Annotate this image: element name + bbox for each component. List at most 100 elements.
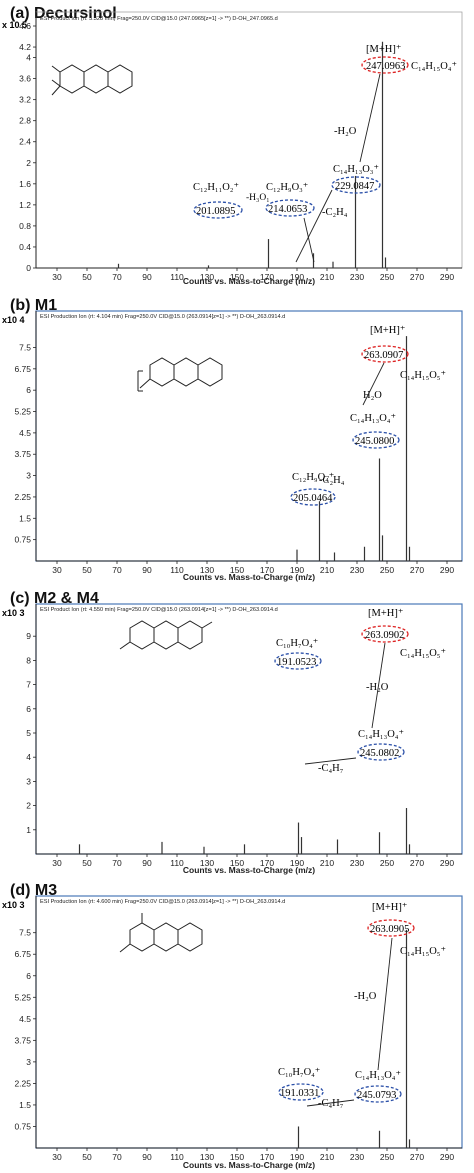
x-tick-label: 170 bbox=[260, 858, 274, 868]
x-tick-label: 170 bbox=[260, 272, 274, 282]
annotation-label: 263.0907 bbox=[364, 350, 403, 361]
panel-d: (d) M3 x10 3 ESI Production Ion (rt: 4.6… bbox=[0, 880, 474, 1173]
spectrum-chart-b: x10 4 ESI Production Ion (rt: 4.104 min)… bbox=[2, 310, 463, 582]
x-tick-label: 130 bbox=[200, 1152, 214, 1162]
annotations: [M+H]⁺ 247.0963 C₁₄H₁₅O₄⁺ -H₂O C₁₄H₁₃O₃⁺… bbox=[193, 44, 457, 263]
y-tick-label: 7.5 bbox=[19, 342, 31, 352]
annotation-label: -C₂H₄ bbox=[322, 207, 348, 218]
y-tick-label: 8 bbox=[26, 655, 31, 665]
spectrum-chart-a: x 10 5 ESI Product Ion (rt: 5.328 min) F… bbox=[2, 11, 463, 286]
x-tick-label: 110 bbox=[170, 565, 184, 575]
x-tick-label: 50 bbox=[82, 272, 92, 282]
arrow bbox=[362, 362, 385, 406]
plot-header: ESI Production Ion (rt: 4.600 min) Frag=… bbox=[40, 899, 285, 905]
annotation-label: 245.0802 bbox=[360, 748, 399, 759]
y-tick-label: 0.8 bbox=[19, 221, 31, 231]
panel-a: (a) Decursinol x 10 5 ESI Product Ion (r… bbox=[0, 0, 474, 290]
y-tick-label: 3.2 bbox=[19, 95, 31, 105]
x-tick-label: 150 bbox=[230, 858, 244, 868]
annotation-label: H₂O bbox=[363, 390, 382, 401]
y-tick-label: 4.5 bbox=[19, 428, 31, 438]
fragment-oval bbox=[357, 743, 405, 761]
panel-title: (c) M2 & M4 bbox=[10, 590, 99, 607]
annotation-label: 263.0902 bbox=[365, 630, 404, 641]
x-tick-label: 290 bbox=[440, 272, 454, 282]
x-tick-label: 190 bbox=[290, 858, 304, 868]
scale-label: x 10 5 bbox=[2, 20, 27, 30]
annotation-label: C₁₄H₁₅O₅⁺ bbox=[400, 370, 446, 381]
precursor-oval bbox=[361, 625, 409, 643]
x-tick-label: 270 bbox=[410, 272, 424, 282]
x-axis-label: Counts vs. Mass-to-Charge (m/z) bbox=[183, 865, 315, 875]
annotation-label: [M+H]⁺ bbox=[372, 902, 408, 913]
annotation-label: 247.0963 bbox=[366, 61, 405, 72]
annotation-label: 245.0793 bbox=[357, 1090, 396, 1101]
arrow bbox=[306, 1099, 355, 1107]
x-tick-label: 130 bbox=[200, 272, 214, 282]
y-tick-label: 5.25 bbox=[14, 407, 31, 417]
annotation-label: [M+H]⁺ bbox=[370, 325, 406, 336]
y-tick-label: 1 bbox=[26, 825, 31, 835]
x-tick-label: 110 bbox=[170, 272, 184, 282]
structure-diagram bbox=[137, 357, 223, 392]
arrow bbox=[371, 642, 386, 729]
fragment-oval bbox=[354, 1085, 402, 1103]
annotation-label: -H₂O bbox=[354, 991, 377, 1002]
structure-diagram bbox=[51, 64, 133, 96]
panel-title: (d) M3 bbox=[10, 882, 58, 899]
annotation-label: C₁₄H₁₅O₄⁺ bbox=[411, 61, 457, 72]
annotation-label: 214.0653 bbox=[268, 204, 307, 215]
spectrum-chart-c: x10 3 ESI Product Ion (rt: 4.550 min) Fr… bbox=[2, 603, 463, 875]
x-axis-label: Counts vs. Mass-to-Charge (m/z) bbox=[183, 572, 315, 582]
annotation-label: 191.0331 bbox=[280, 1088, 319, 1099]
x-tick-label: 270 bbox=[410, 1152, 424, 1162]
plot-header: ESI Production Ion (rt: 4.104 min) Frag=… bbox=[40, 314, 285, 320]
x-tick-label: 50 bbox=[82, 1152, 92, 1162]
annotations: [M+H]⁺ 263.0902 C₁₄H₁₅O₅⁺ -H₂O C₁₀H₇O₄⁺ … bbox=[274, 608, 446, 774]
x-tick-label: 190 bbox=[290, 1152, 304, 1162]
x-tick-label: 110 bbox=[170, 858, 184, 868]
y-tick-label: 3 bbox=[26, 776, 31, 786]
x-tick-label: 270 bbox=[410, 565, 424, 575]
x-tick-label: 210 bbox=[320, 272, 334, 282]
y-tick-label: 6 bbox=[26, 704, 31, 714]
plot-header: ESI Product Ion (rt: 5.328 min) Frag=250… bbox=[40, 16, 278, 22]
structure-diagram bbox=[119, 620, 213, 650]
scale-label: x10 3 bbox=[2, 608, 25, 618]
y-tick-label: 1.5 bbox=[19, 1100, 31, 1110]
annotation-label: [M+H]⁺ bbox=[368, 608, 404, 619]
x-axis-label: Counts vs. Mass-to-Charge (m/z) bbox=[183, 276, 315, 286]
x-tick-label: 30 bbox=[52, 565, 62, 575]
structure-diagram bbox=[119, 913, 203, 953]
annotation-label: -H₃O₁ bbox=[246, 193, 270, 203]
arrow bbox=[303, 217, 315, 263]
x-tick-label: 30 bbox=[52, 858, 62, 868]
x-tick-label: 250 bbox=[380, 1152, 394, 1162]
annotation-label: 201.0895 bbox=[196, 206, 235, 217]
x-tick-label: 190 bbox=[290, 272, 304, 282]
precursor-oval bbox=[361, 56, 409, 74]
scale-label: x10 3 bbox=[2, 900, 25, 910]
fragment-oval bbox=[331, 176, 381, 194]
annotation-label: 263.0905 bbox=[370, 924, 409, 935]
x-tick-label: 70 bbox=[112, 858, 122, 868]
annotations: [M+H]⁺ 263.0907 C₁₄H₁₅O₅⁺ H₂O C₁₄H₁₃O₄⁺ … bbox=[290, 325, 446, 506]
plot-area: ESI Product Ion (rt: 4.550 min) Frag=250… bbox=[26, 603, 463, 875]
annotation-label: 205.0464 bbox=[293, 493, 333, 504]
scale-label: x10 4 bbox=[2, 315, 25, 325]
plot-header: ESI Product Ion (rt: 4.550 min) Frag=250… bbox=[40, 607, 278, 613]
x-tick-label: 230 bbox=[350, 272, 364, 282]
annotation-label: C₁₀H₇O₄⁺ bbox=[276, 638, 319, 649]
annotation-label: C₁₂H₉O₄⁺ bbox=[292, 472, 335, 483]
x-tick-label: 30 bbox=[52, 272, 62, 282]
x-tick-label: 90 bbox=[142, 1152, 152, 1162]
y-tick-label: 3 bbox=[26, 1057, 31, 1067]
x-tick-label: 290 bbox=[440, 1152, 454, 1162]
y-tick-label: 2 bbox=[26, 158, 31, 168]
y-tick-label: 7 bbox=[26, 680, 31, 690]
annotation-label: 229.0847 bbox=[335, 181, 374, 192]
y-tick-label: 2.8 bbox=[19, 116, 31, 126]
fragment-oval bbox=[290, 488, 336, 506]
y-tick-label: 4.5 bbox=[19, 1014, 31, 1024]
y-tick-label: 2.4 bbox=[19, 137, 31, 147]
